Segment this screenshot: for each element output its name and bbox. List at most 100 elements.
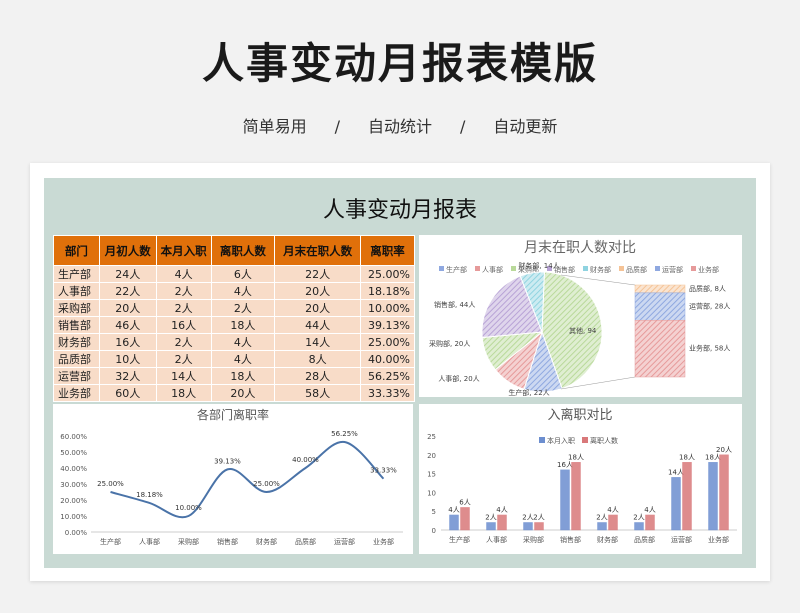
x-tick-label: 品质部 xyxy=(295,537,316,546)
dept-cell: 销售部 xyxy=(53,316,100,334)
connector-line xyxy=(560,376,636,390)
bar-data-label: 14人 xyxy=(668,468,684,476)
line-data-label: 25.00% xyxy=(97,480,124,488)
legend-label: 生产部 xyxy=(446,265,467,274)
table-cell: 14人 xyxy=(155,367,212,385)
y-tick-label: 20.00% xyxy=(60,497,87,505)
bar-data-label: 4人 xyxy=(448,506,459,514)
table-cell: 10.00% xyxy=(359,299,416,317)
table-cell: 4人 xyxy=(210,282,276,300)
table-cell: 16人 xyxy=(155,316,212,334)
table-cell: 2人 xyxy=(155,282,212,300)
table-cell: 6人 xyxy=(210,265,276,283)
bar xyxy=(597,522,607,531)
legend-swatch xyxy=(691,266,696,271)
bar xyxy=(523,522,533,531)
line-chart-title: 各部门离职率 xyxy=(197,407,269,422)
bar-data-label: 18人 xyxy=(679,453,695,461)
legend-swatch xyxy=(475,266,480,271)
table-cell: 25.00% xyxy=(359,333,416,351)
x-tick-label: 人事部 xyxy=(139,537,160,546)
col-header: 部门 xyxy=(53,235,100,266)
feature-separator: / xyxy=(334,117,340,136)
bar-data-label: 4人 xyxy=(607,506,618,514)
legend-swatch xyxy=(511,266,516,271)
feature-separator: / xyxy=(460,117,466,136)
x-tick-label: 人事部 xyxy=(486,535,507,544)
legend-label: 本月入职 xyxy=(547,436,575,445)
bar xyxy=(708,462,718,531)
legend-label: 业务部 xyxy=(698,265,719,274)
legend-swatch xyxy=(583,266,588,271)
legend-label: 离职人数 xyxy=(590,436,618,445)
table-cell: 2人 xyxy=(155,350,212,368)
table-cell: 20人 xyxy=(274,299,361,317)
pie-slice-label: 财务部, 14人 xyxy=(518,261,559,270)
bar xyxy=(560,469,570,531)
table-cell: 24人 xyxy=(98,265,157,283)
table-cell: 40.00% xyxy=(359,350,416,368)
legend-swatch xyxy=(539,437,545,443)
table-row: 品质部 10人 2人 4人 8人 40.00% xyxy=(53,350,416,368)
y-tick-label: 0 xyxy=(432,527,436,535)
y-tick-label: 15 xyxy=(427,471,436,479)
bar-data-label: 2人 xyxy=(633,513,644,521)
table-cell: 22人 xyxy=(98,282,157,300)
x-tick-label: 业务部 xyxy=(373,537,394,546)
bar-data-label: 4人 xyxy=(644,506,655,514)
table-cell: 2人 xyxy=(155,299,212,317)
line-data-label: 56.25% xyxy=(331,430,358,438)
bar-data-label: 16人 xyxy=(557,461,573,469)
table-cell: 4人 xyxy=(210,350,276,368)
table-row: 销售部 46人 16人 18人 44人 39.13% xyxy=(53,316,416,334)
x-tick-label: 采购部 xyxy=(178,537,199,546)
legend-swatch xyxy=(439,266,444,271)
table-cell: 4人 xyxy=(155,265,212,283)
col-header: 月末在职人数 xyxy=(274,235,361,266)
page-title: 人事变动月报表模版 xyxy=(201,39,598,88)
bar-data-label: 18人 xyxy=(705,453,721,461)
bar-data-label: 2人 xyxy=(533,513,544,521)
line-data-label: 10.00% xyxy=(175,504,202,512)
breakdown-label: 品质部, 8人 xyxy=(689,284,726,293)
bar xyxy=(719,454,729,531)
y-tick-label: 0.00% xyxy=(65,529,88,537)
pie-chart-title: 月末在职人数对比 xyxy=(524,240,636,256)
dept-cell: 人事部 xyxy=(53,282,100,300)
x-tick-label: 生产部 xyxy=(449,535,470,544)
breakdown-segment xyxy=(634,319,686,378)
feature-auto-stat: 自动统计 xyxy=(367,117,432,136)
col-header: 月初人数 xyxy=(98,235,157,266)
dept-cell: 业务部 xyxy=(53,384,100,402)
x-tick-label: 生产部 xyxy=(100,537,121,546)
bar xyxy=(534,522,544,531)
bar xyxy=(497,514,507,531)
table-cell: 33.33% xyxy=(359,384,416,402)
bar-data-label: 2人 xyxy=(596,513,607,521)
hr-table: 部门 月初人数 本月入职 离职人数 月末在职人数 离职率 生产部 24人 4人 6人 2… xyxy=(53,235,416,402)
y-tick-label: 10.00% xyxy=(60,513,87,521)
legend-swatch xyxy=(619,266,624,271)
bar-chart-panel: 入离职对比 本月入职 离职人数 0 5 10 15 20 25 4人 6人 生产部 2人 4人 人事部 2人 2… xyxy=(419,404,742,554)
col-header: 离职率 xyxy=(359,235,416,266)
table-cell: 20人 xyxy=(210,384,276,402)
legend-label: 财务部 xyxy=(590,265,611,274)
line-data-label: 33.33% xyxy=(370,467,397,475)
pie-slice-label: 采购部, 20人 xyxy=(429,339,470,348)
bar xyxy=(486,522,496,531)
line-series xyxy=(110,440,385,519)
pie-slice xyxy=(481,275,543,339)
table-cell: 10人 xyxy=(98,350,157,368)
line-data-label: 40.00% xyxy=(292,456,319,464)
bar xyxy=(608,514,618,531)
legend-swatch xyxy=(582,437,588,443)
bar-data-label: 2人 xyxy=(522,513,533,521)
table-cell: 60人 xyxy=(98,384,157,402)
table-row: 运营部 32人 14人 18人 28人 56.25% xyxy=(53,367,416,385)
legend-label: 人事部 xyxy=(482,265,503,274)
bar-data-label: 20人 xyxy=(716,446,732,454)
pie-slice xyxy=(519,271,545,333)
bar-data-label: 18人 xyxy=(568,453,584,461)
bar xyxy=(449,514,459,531)
